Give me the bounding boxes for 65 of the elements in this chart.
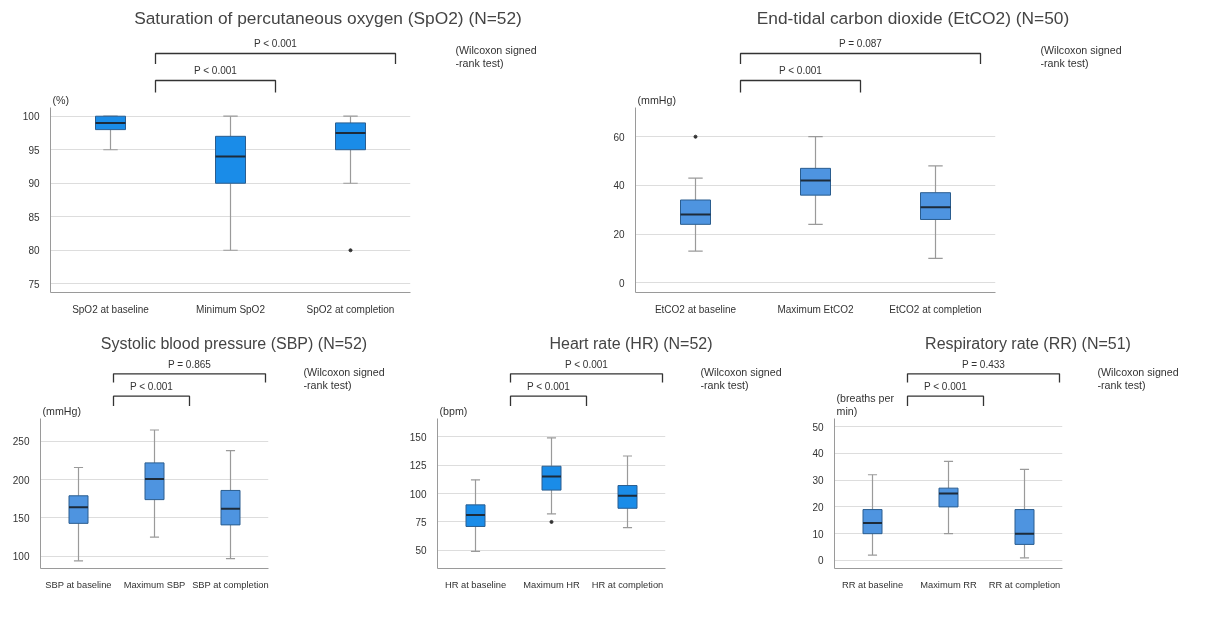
x-tick-label: SpO2 at completion (306, 303, 395, 315)
x-tick-label: RR at baseline (841, 579, 904, 590)
x-tick-label: SBP at completion (192, 579, 269, 590)
text: P = 0.433 (961, 359, 1006, 371)
text: (Wilcoxon signed -rank test) (303, 365, 385, 391)
chart-title: Heart rate (HR) (N=52) (549, 334, 713, 352)
text: (Wilcoxon signed -rank test) (1097, 365, 1179, 391)
x-tick-label: Minimum SpO2 (196, 303, 266, 315)
x-tick-label: RR at completion (988, 579, 1061, 590)
y-tick-label: 40 (613, 180, 625, 192)
y-tick-label: 0 (817, 555, 824, 567)
y-tick-label: 75 (415, 516, 427, 528)
y-tick-label: 30 (812, 475, 824, 487)
x-tick-label: Maximum HR (523, 579, 581, 590)
y-tick-label: 10 (812, 528, 824, 540)
y-tick-label: 150 (409, 431, 427, 443)
x-tick-label: HR at completion (591, 579, 664, 590)
x-tick-label: Maximum SBP (123, 579, 186, 590)
y-tick-label: 100 (22, 111, 40, 123)
text: P < 0.001 (526, 381, 571, 393)
y-tick-label: 50 (415, 545, 427, 557)
x-tick-label: EtCO2 at baseline (654, 303, 737, 315)
y-axis-title: (bpm) (439, 405, 468, 418)
x-tick-label: SBP at baseline (45, 579, 112, 590)
y-tick-label: 80 (28, 245, 40, 257)
text: (Wilcoxon signed -rank test) (700, 365, 782, 391)
text: P < 0.001 (778, 65, 823, 76)
y-tick-label: 40 (812, 448, 824, 460)
y-axis-title: (mmHg) (42, 405, 81, 418)
text: P < 0.001 (193, 65, 238, 76)
text: (Wilcoxon signed -rank test) (1040, 43, 1122, 69)
y-tick-label: 200 (12, 474, 30, 486)
text: P < 0.001 (564, 359, 609, 371)
y-tick-label: 85 (28, 211, 40, 223)
y-tick-label: 125 (409, 460, 427, 472)
chart-title: Systolic blood pressure (SBP) (N=52) (100, 334, 368, 352)
x-tick-label: Maximum RR (920, 579, 978, 590)
chart-title: End-tidal carbon dioxide (EtCO2) (N=50) (756, 7, 1070, 28)
text: P < 0.001 (253, 38, 298, 49)
x-tick-label: Maximum EtCO2 (777, 303, 854, 315)
y-axis-title: (%) (52, 94, 70, 106)
text: P < 0.001 (129, 381, 174, 393)
text: P < 0.001 (923, 381, 968, 393)
y-tick-label: 20 (613, 229, 625, 241)
chart-title: Respiratory rate (RR) (N=51) (925, 334, 1131, 352)
text: (Wilcoxon signed -rank test) (455, 43, 537, 69)
y-tick-label: 50 (812, 421, 824, 433)
text: P = 0.865 (167, 359, 212, 371)
y-tick-label: 90 (28, 178, 40, 190)
y-tick-label: 0 (618, 277, 625, 289)
y-axis-title: (breaths per min) (836, 392, 895, 418)
x-tick-label: EtCO2 at completion (889, 303, 982, 315)
y-tick-label: 150 (12, 512, 30, 524)
y-tick-label: 250 (12, 436, 30, 448)
y-tick-label: 95 (28, 144, 40, 156)
y-tick-label: 100 (12, 551, 30, 563)
x-tick-label: SpO2 at baseline (72, 303, 150, 315)
y-axis-title: (mmHg) (637, 94, 676, 106)
y-tick-label: 75 (28, 278, 40, 290)
y-tick-label: 20 (812, 501, 824, 513)
y-tick-label: 60 (613, 131, 625, 143)
x-tick-label: HR at baseline (444, 579, 507, 590)
chart-title: Saturation of percutaneous oxygen (SpO2) (N=52) (134, 7, 522, 28)
text: P = 0.087 (838, 38, 883, 49)
y-tick-label: 100 (409, 488, 427, 500)
